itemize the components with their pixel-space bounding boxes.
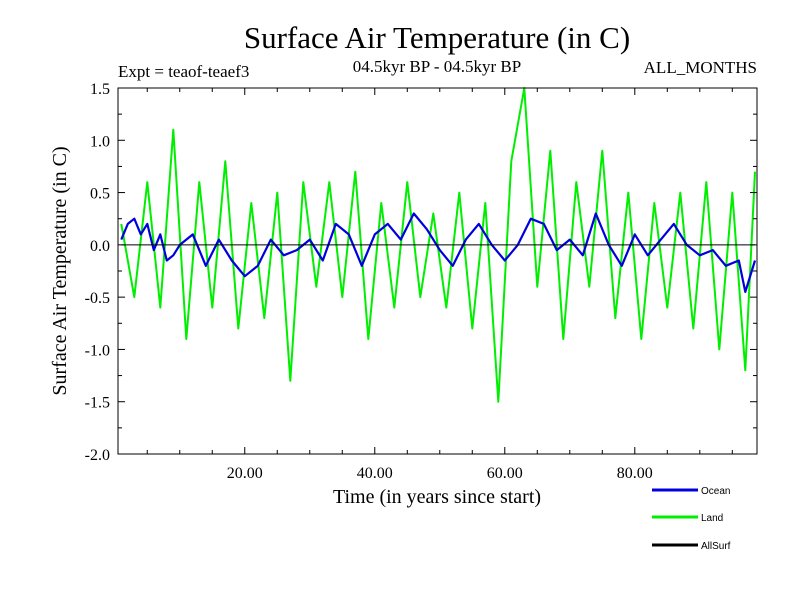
x-tick-label: 20.00 <box>227 465 263 482</box>
plot-area <box>120 87 757 403</box>
y-tick-label: -1.0 <box>85 342 110 359</box>
legend-label-land: Land <box>701 513 723 524</box>
legend: Ocean Land AllSurf <box>652 486 731 552</box>
series-line-land <box>120 87 756 403</box>
x-tick-label: 80.00 <box>617 465 653 482</box>
legend-label-ocean: Ocean <box>701 486 730 497</box>
y-tick-label: -1.5 <box>85 395 110 412</box>
months-label: ALL_MONTHS <box>644 58 757 77</box>
y-tick-label: -0.5 <box>85 290 110 307</box>
y-tick-label: 0.0 <box>90 238 110 255</box>
period-label: 04.5kyr BP - 04.5kyr BP <box>353 57 521 76</box>
chart-title: Surface Air Temperature (in C) <box>244 20 630 55</box>
y-tick-label: 1.5 <box>90 81 110 98</box>
legend-label-allsurf: AllSurf <box>701 541 731 552</box>
x-axis-label: Time (in years since start) <box>333 486 541 508</box>
x-tick-label: 40.00 <box>357 465 393 482</box>
x-tick-label: 60.00 <box>487 465 523 482</box>
y-tick-label: 0.5 <box>90 186 110 203</box>
y-tick-label: -2.0 <box>85 447 110 464</box>
axes: -2.0 -1.5 -1.0 -0.5 0.0 0.5 1.0 1.5 20.00 40.00 60… <box>85 81 757 482</box>
y-axis-label: Surface Air Temperature (in C) <box>49 146 71 395</box>
y-tick-label: 1.0 <box>90 133 110 150</box>
experiment-label: Expt = teaof-teaef3 <box>118 62 249 81</box>
